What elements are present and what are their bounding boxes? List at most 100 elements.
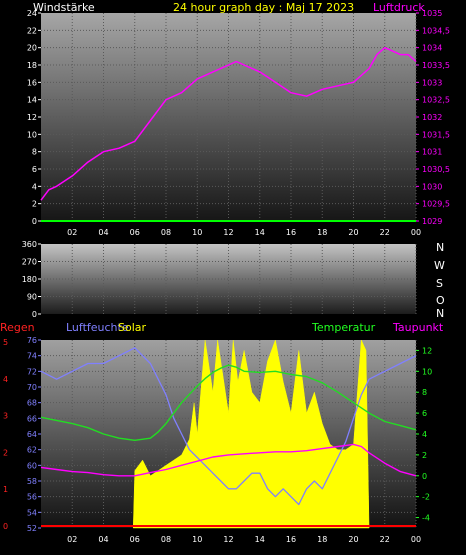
dewpoint-legend: Taupunkt xyxy=(392,321,444,334)
rain-tick-label: 3 xyxy=(3,412,8,421)
y-tick-label: 54 xyxy=(27,508,37,517)
y-tick-label: 66 xyxy=(27,414,37,423)
y-tick-label: 8 xyxy=(32,148,37,157)
y-tick-label: 52 xyxy=(27,524,37,533)
temperature-legend: Temperatur xyxy=(311,321,376,334)
y-tick-label: 1033,5 xyxy=(422,61,450,70)
y-tick-label: 1035 xyxy=(422,9,442,18)
y-tick-label: 1031,5 xyxy=(422,130,450,139)
y-tick-label: 18 xyxy=(27,61,37,70)
rain-tick-label: 2 xyxy=(3,448,8,457)
x-tick-label: 20 xyxy=(348,228,358,237)
x-tick-label: 08 xyxy=(161,535,171,544)
x-tick-label: 12 xyxy=(223,228,233,237)
y-tick-label: 8 xyxy=(422,388,427,397)
x-tick-label: 14 xyxy=(255,535,265,544)
x-tick-label: 20 xyxy=(348,535,358,544)
x-tick-label: 14 xyxy=(255,228,265,237)
y-tick-label: 16 xyxy=(27,78,37,87)
y-tick-label: 64 xyxy=(27,430,37,439)
pressure-axis-title: Luftdruck xyxy=(373,1,425,14)
y-tick-label: 60 xyxy=(27,461,37,470)
temperature-series-line xyxy=(40,364,417,441)
y-tick-label: 0 xyxy=(422,472,427,481)
axes-panel3: 52545658606264666870727476-4-20246810120… xyxy=(3,336,432,533)
y-tick-label: 72 xyxy=(27,367,37,376)
rain-tick-label: 5 xyxy=(3,338,8,347)
x-tick-label: 10 xyxy=(192,228,202,237)
y-tick-label: 360 xyxy=(22,240,37,249)
axes-panel2: 0 90 180 270 360 xyxy=(22,240,41,319)
x-tick-label: 02 xyxy=(67,535,77,544)
y-tick-label: 56 xyxy=(27,493,37,502)
rain-tick-label: 1 xyxy=(3,485,8,494)
y-tick-label: 0 xyxy=(32,217,37,226)
grid-panel2 xyxy=(41,244,417,314)
x-tick-label: 06 xyxy=(130,228,140,237)
chart-title: 24 hour graph day : Maj 17 2023 xyxy=(173,1,354,14)
x-tick-label: 22 xyxy=(380,228,390,237)
y-tick-label: 24 xyxy=(27,9,37,18)
rain-tick-label: 0 xyxy=(3,522,8,531)
y-tick-label: 14 xyxy=(27,96,37,105)
x-tick-label: 22 xyxy=(380,535,390,544)
x-tick-label: 04 xyxy=(98,228,108,237)
rain-tick-label: 4 xyxy=(3,375,8,384)
y-tick-label: 180 xyxy=(22,275,37,284)
x-tick-label: 08 xyxy=(161,228,171,237)
y-tick-label: 1032,5 xyxy=(422,96,450,105)
y-tick-label: 12 xyxy=(422,346,432,355)
y-tick-label: 74 xyxy=(27,352,37,361)
x-tick-label: 00 xyxy=(411,535,421,544)
y-tick-label: 1030,5 xyxy=(422,165,450,174)
x-tick-label: 10 xyxy=(192,535,202,544)
x-tick-label: 16 xyxy=(286,535,296,544)
humidity-legend: Luftfeuchte xyxy=(66,321,129,334)
y-tick-label: 1030 xyxy=(422,182,442,191)
y-tick-label: 22 xyxy=(27,26,37,35)
x-tick-label: 18 xyxy=(317,228,327,237)
y-tick-label: 1032 xyxy=(422,113,442,122)
y-tick-label: 70 xyxy=(27,383,37,392)
y-tick-label: 0 xyxy=(32,310,37,319)
compass-label: N xyxy=(436,307,444,320)
y-tick-label: 6 xyxy=(32,165,37,174)
x-tick-label: 02 xyxy=(67,228,77,237)
compass-label: W xyxy=(434,259,445,272)
compass-label: O xyxy=(436,294,445,307)
y-tick-label: 90 xyxy=(27,293,37,302)
series-panel3 xyxy=(40,339,417,529)
compass-labels: N W S O N xyxy=(434,241,445,320)
x-tick-label: 06 xyxy=(130,535,140,544)
solar-series-area xyxy=(132,339,370,529)
y-tick-label: 62 xyxy=(27,446,37,455)
y-tick-label: 58 xyxy=(27,477,37,486)
grid-panel1: 02 04 06 08 10 12 14 16 18 20 22 00 xyxy=(41,13,421,237)
y-tick-label: 6 xyxy=(422,409,427,418)
y-tick-label: 270 xyxy=(22,258,37,267)
x-tick-label: 00 xyxy=(411,228,421,237)
x-tick-label: 18 xyxy=(317,535,327,544)
y-tick-label: 68 xyxy=(27,399,37,408)
compass-label: N xyxy=(436,241,444,254)
y-tick-label: -2 xyxy=(422,493,430,502)
wind-axis-title: Windstärke xyxy=(33,1,95,14)
y-tick-label: 1029 xyxy=(422,217,442,226)
y-tick-label: 76 xyxy=(27,336,37,345)
solar-legend: Solar xyxy=(118,321,147,334)
x-tick-label: 16 xyxy=(286,228,296,237)
rain-legend: Regen xyxy=(0,321,35,334)
y-tick-label: 12 xyxy=(27,113,37,122)
y-tick-label: 4 xyxy=(32,182,37,191)
x-tick-label: 04 xyxy=(98,535,108,544)
y-tick-label: -4 xyxy=(422,514,430,523)
y-tick-label: 1029,5 xyxy=(422,200,450,209)
pressure-series-line xyxy=(40,46,417,201)
y-tick-label: 1031 xyxy=(422,148,442,157)
y-tick-label: 2 xyxy=(422,451,427,460)
y-tick-label: 2 xyxy=(32,200,37,209)
dewpoint-series-line xyxy=(40,443,417,477)
y-tick-label: 20 xyxy=(27,44,37,53)
y-tick-label: 1033 xyxy=(422,78,442,87)
